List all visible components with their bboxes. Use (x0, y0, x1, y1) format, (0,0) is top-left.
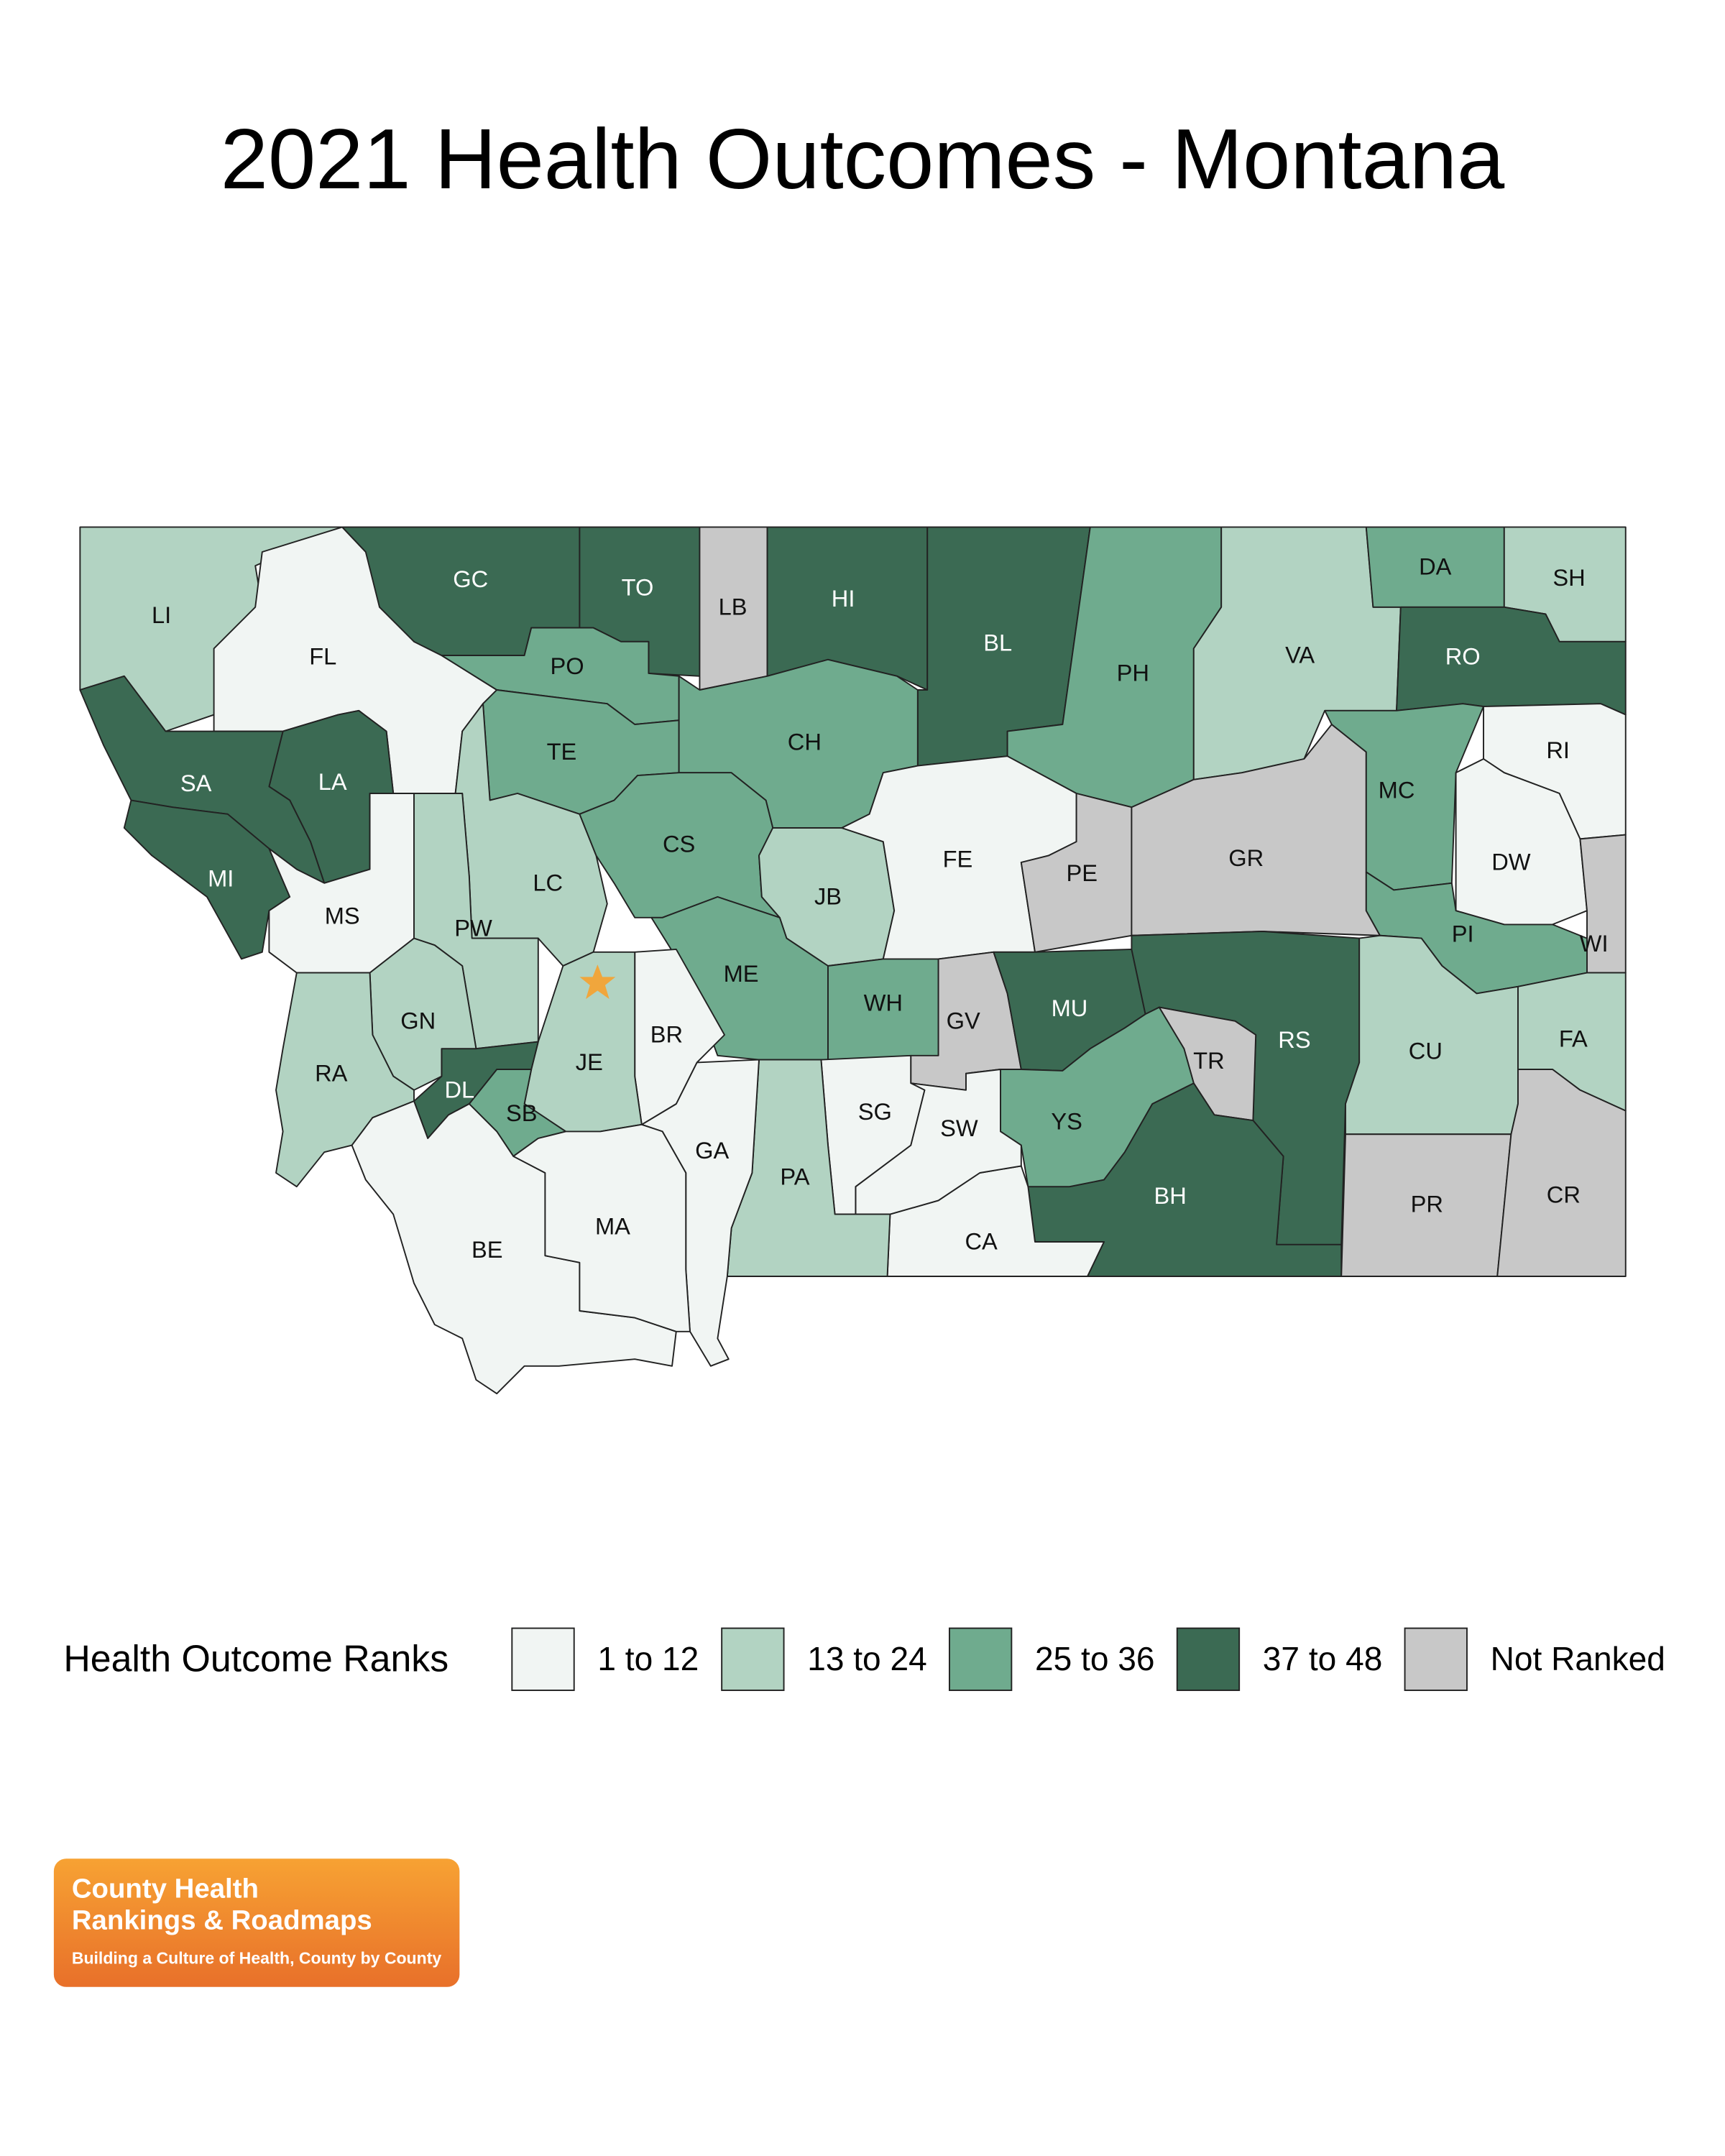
county (512, 1123, 691, 1332)
county-label: PO (551, 653, 584, 679)
legend-swatch (948, 1627, 1013, 1691)
legend-swatch (511, 1627, 575, 1691)
county-label: GV (947, 1007, 980, 1033)
county-label: GN (400, 1007, 436, 1033)
county-label: SG (858, 1098, 892, 1125)
county-label: PA (780, 1163, 809, 1189)
county-label: SH (1552, 564, 1585, 591)
county-label: LI (152, 602, 171, 628)
legend-title: Health Outcome Ranks (63, 1637, 448, 1679)
county-label: SW (940, 1115, 978, 1141)
county-label: BL (983, 629, 1012, 655)
title: 2021 Health Outcomes - Montana (221, 111, 1505, 207)
county-label: PE (1067, 860, 1098, 886)
county-label: BH (1154, 1182, 1186, 1209)
legend-swatch (1404, 1627, 1468, 1691)
county (1496, 1069, 1627, 1277)
county-label: MC (1379, 777, 1415, 803)
legend-label: 13 to 24 (807, 1640, 927, 1677)
legend-label: Not Ranked (1491, 1640, 1665, 1677)
county-label: JB (814, 883, 842, 910)
county-label: PH (1117, 660, 1149, 686)
county-label: HI (832, 585, 855, 612)
county-label: SB (506, 1100, 538, 1126)
county-label: LC (533, 869, 563, 895)
county-label: MA (595, 1212, 630, 1239)
county-label: RS (1278, 1026, 1310, 1053)
county-label: RI (1546, 737, 1570, 763)
logo-tagline: Building a Culture of Health, County by … (72, 1948, 442, 1967)
county-label: BR (650, 1021, 683, 1048)
capital-star (579, 964, 616, 1000)
county-layer (79, 526, 1627, 1395)
county-label: PI (1452, 920, 1474, 946)
legend: 1 to 12 13 to 24 25 to 36 37 to 48 Not Ranke… (511, 1627, 1665, 1691)
logo-text: County Health (72, 1874, 259, 1904)
county-label: SA (180, 770, 212, 796)
county-label: WH (864, 989, 903, 1015)
county-label: MU (1052, 995, 1088, 1021)
county-label: CH (788, 729, 822, 755)
county-label: DA (1419, 553, 1452, 580)
county-label: LA (318, 768, 347, 795)
county-label: FE (943, 846, 973, 872)
county-label: FA (1559, 1025, 1588, 1051)
county (1455, 758, 1588, 926)
county-label: CR (1547, 1181, 1581, 1207)
county-label: JE (576, 1049, 603, 1075)
county-label: VA (1285, 642, 1315, 668)
county-label: GR (1228, 844, 1264, 871)
county-label: DW (1491, 849, 1531, 875)
county (1000, 1006, 1195, 1188)
legend-label: 1 to 12 (597, 1640, 699, 1677)
county-label: RA (315, 1059, 348, 1086)
county-label: BE (472, 1236, 503, 1263)
county-label: CS (663, 831, 695, 857)
county-label: GA (695, 1137, 729, 1164)
legend-label: 25 to 36 (1035, 1640, 1155, 1677)
county-label: YS (1051, 1108, 1082, 1135)
county-label: MI (208, 865, 234, 892)
logo (53, 1858, 460, 1987)
county-label: DL (445, 1076, 475, 1102)
county (123, 799, 291, 960)
county-labels: LI FL GC TO LB HI BL PH VA DA SH RO PO TE CH LA SA MI MS LC… (152, 553, 1608, 1263)
county-label: ME (724, 960, 759, 987)
county-label: CA (965, 1228, 998, 1255)
county-label: PW (454, 915, 492, 941)
county-label: MS (325, 902, 360, 929)
legend-swatch (1176, 1627, 1241, 1691)
county-label: PR (1411, 1191, 1443, 1217)
county-label: TR (1193, 1047, 1225, 1074)
legend-swatch (721, 1627, 785, 1691)
county-label: TE (547, 738, 577, 765)
county-label: RO (1445, 642, 1481, 669)
county-label: WI (1580, 930, 1609, 957)
county-label: CU (1409, 1038, 1443, 1064)
logo-text: Rankings & Roadmaps (72, 1905, 372, 1936)
county-label: LB (719, 593, 748, 619)
county-label: FL (309, 642, 336, 669)
county-label: TO (622, 573, 654, 600)
county-label: GC (453, 566, 488, 592)
legend-label: 37 to 48 (1263, 1640, 1383, 1677)
